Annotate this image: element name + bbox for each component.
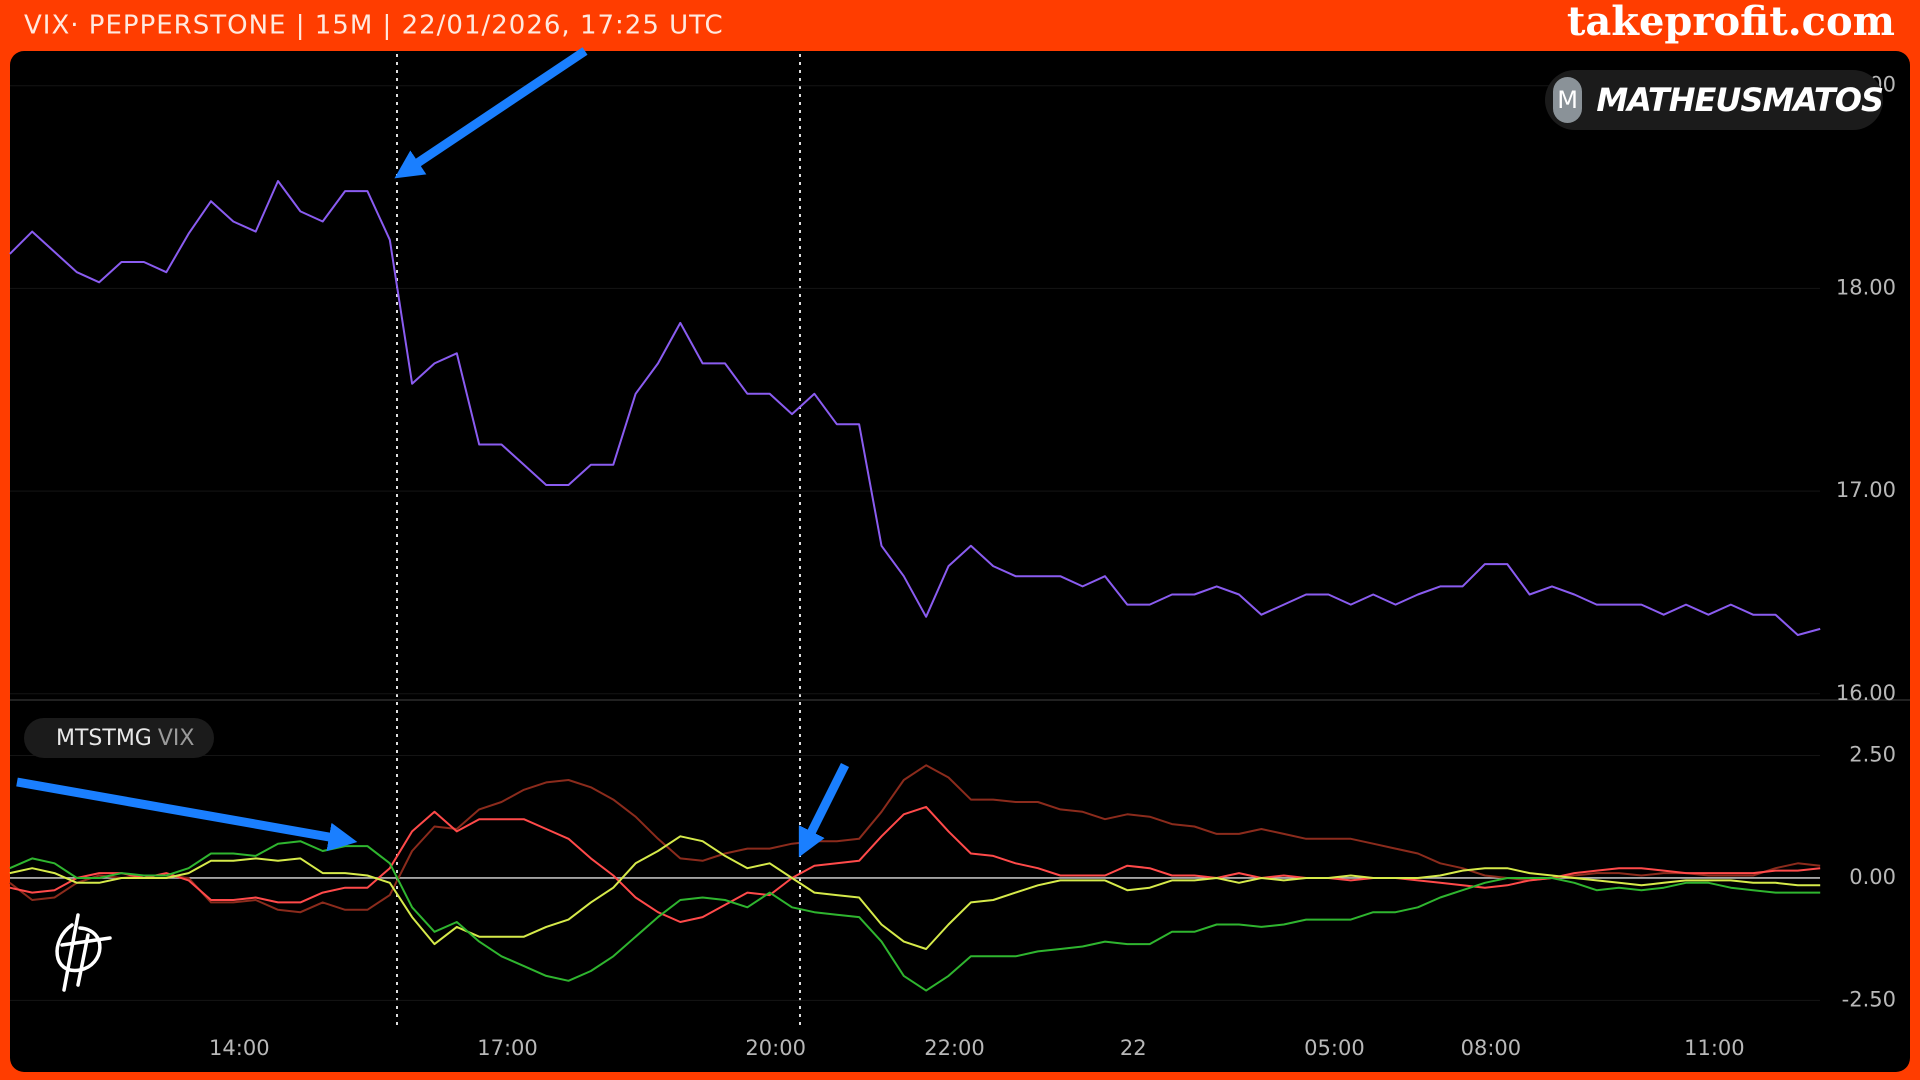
y-tick-label: -2.50 <box>1842 987 1896 1011</box>
y-tick-label: 17.00 <box>1836 478 1896 502</box>
author-name: MATHEUSMATOS <box>1596 81 1884 119</box>
data-line <box>9 805 1821 923</box>
data-line <box>9 180 1821 636</box>
indicator-symbol: VIX <box>157 725 195 751</box>
x-tick-label: 05:00 <box>1304 1036 1365 1060</box>
avatar: M <box>1553 77 1583 123</box>
site-name: takeprofit.com <box>1567 0 1895 45</box>
logo-stroke <box>60 936 112 947</box>
x-tick-label: 20:00 <box>745 1036 806 1060</box>
logo-stroke <box>76 933 90 987</box>
data-line <box>9 835 1821 950</box>
y-tick-label: 0.00 <box>1849 865 1896 889</box>
logo <box>55 913 112 992</box>
data-line <box>9 840 1821 992</box>
x-tick-label: 11:00 <box>1684 1036 1745 1060</box>
data-line <box>9 764 1821 914</box>
chart-panel <box>10 51 1910 1072</box>
author-badge: M MATHEUSMATOS <box>1545 70 1884 130</box>
arrow <box>798 762 850 858</box>
indicator-label: MTSTMG VIX <box>24 718 215 758</box>
x-tick-label: 14:00 <box>209 1036 270 1060</box>
arrow <box>16 777 358 852</box>
arrows <box>16 47 850 858</box>
arrow <box>394 47 588 179</box>
y-tick-label: 18.00 <box>1836 275 1896 299</box>
x-tick-label: 22 <box>1120 1036 1147 1060</box>
y-tick-label: 2.50 <box>1849 743 1896 767</box>
header-title: VIX· PEPPERSTONE | 15M | 22/01/2026, 17:… <box>24 11 724 41</box>
logo-stroke <box>62 913 80 992</box>
y-tick-label: 16.00 <box>1836 681 1896 705</box>
annotations <box>396 54 801 1030</box>
logo-stroke <box>55 923 102 973</box>
plot <box>9 85 1821 1001</box>
x-tick-label: 22:00 <box>924 1036 985 1060</box>
x-tick-label: 08:00 <box>1461 1036 1522 1060</box>
x-tick-label: 17:00 <box>477 1036 538 1060</box>
indicator-name: MTSTMG <box>56 725 152 751</box>
